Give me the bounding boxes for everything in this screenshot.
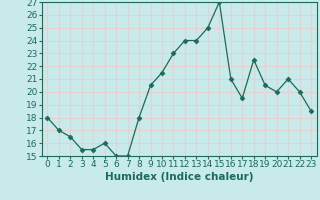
X-axis label: Humidex (Indice chaleur): Humidex (Indice chaleur) <box>105 172 253 182</box>
